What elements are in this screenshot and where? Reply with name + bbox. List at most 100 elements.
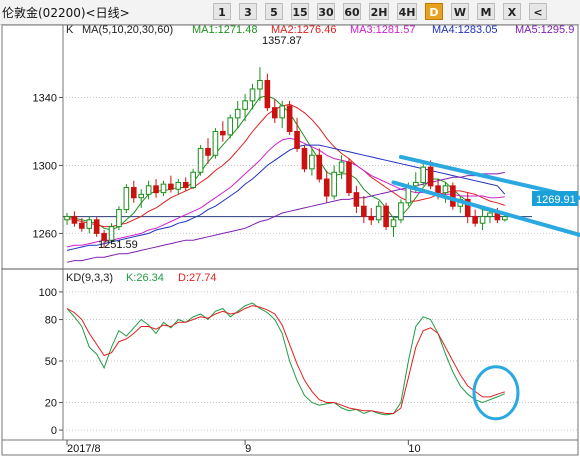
candle-body bbox=[130, 187, 137, 199]
candle-29 bbox=[279, 100, 286, 129]
candle-43 bbox=[383, 202, 389, 231]
candle-body bbox=[450, 185, 456, 207]
kd-params: KD(9,3,3) bbox=[66, 272, 113, 284]
candle-16 bbox=[182, 177, 189, 191]
kd-d-value: D:27.74 bbox=[178, 272, 217, 284]
price-tag: 1269.91 bbox=[532, 191, 578, 206]
main-y-label-2: 1340 bbox=[33, 92, 57, 104]
candle-45 bbox=[398, 199, 404, 224]
price-tag-box bbox=[532, 191, 578, 206]
candle-body bbox=[309, 154, 315, 170]
candle-27 bbox=[264, 73, 271, 112]
candle-body bbox=[227, 117, 234, 136]
kd-y-label-0: 0 bbox=[51, 425, 57, 437]
candle-body bbox=[116, 209, 122, 228]
period-button-12[interactable]: < bbox=[529, 3, 547, 20]
candle-41 bbox=[368, 207, 375, 225]
period-button-4[interactable]: 30 bbox=[317, 3, 335, 20]
candle-body bbox=[479, 215, 486, 224]
candle-body bbox=[175, 181, 182, 190]
candle-body bbox=[435, 185, 441, 194]
candle-body bbox=[353, 192, 360, 207]
candle-36 bbox=[331, 165, 337, 200]
candle-body bbox=[220, 130, 226, 136]
candle-9 bbox=[130, 180, 137, 203]
candle-18 bbox=[197, 145, 204, 176]
period-button-2[interactable]: 5 bbox=[265, 3, 283, 20]
candle-body bbox=[86, 219, 93, 229]
candle-body bbox=[464, 198, 471, 217]
price-tag-value: 1269.91 bbox=[536, 194, 576, 206]
period-button-8[interactable]: D bbox=[425, 3, 443, 20]
candle-body bbox=[190, 171, 196, 189]
candle-body bbox=[205, 147, 211, 156]
candle-24 bbox=[242, 94, 248, 122]
x-label-2: 10 bbox=[408, 443, 420, 455]
high-price-label: 1357.87 bbox=[262, 35, 302, 47]
period-button-1[interactable]: 3 bbox=[239, 3, 257, 20]
candle-body bbox=[279, 105, 286, 119]
kd-header: KD(9,3,3) K:26.34 D:27.74 bbox=[66, 272, 217, 284]
candle-body bbox=[108, 226, 115, 241]
candle-34 bbox=[316, 148, 323, 183]
candle-body bbox=[271, 107, 278, 119]
candle-6 bbox=[108, 223, 115, 244]
candle-40 bbox=[361, 196, 367, 224]
candle-body bbox=[123, 187, 130, 211]
kd-highlight-circle bbox=[472, 365, 520, 421]
kd-y-label-3: 80 bbox=[45, 315, 57, 327]
candle-17 bbox=[190, 168, 196, 190]
candle-20 bbox=[212, 128, 219, 159]
candle-15 bbox=[175, 179, 182, 195]
kd-k-value: K:26.34 bbox=[126, 272, 164, 284]
candle-body bbox=[101, 232, 107, 241]
candle-body bbox=[257, 79, 263, 90]
outer-frame bbox=[1, 24, 579, 456]
candle-body bbox=[197, 147, 204, 173]
candle-1 bbox=[71, 211, 78, 227]
candle-body bbox=[390, 219, 397, 228]
candle-body bbox=[472, 215, 478, 224]
channel-lower-line bbox=[391, 180, 580, 238]
candle-body bbox=[361, 205, 367, 217]
candle-body bbox=[242, 100, 248, 110]
period-button-6[interactable]: 2H bbox=[369, 3, 389, 20]
candle-22 bbox=[227, 114, 234, 139]
kd-lines bbox=[66, 302, 505, 416]
candle-52 bbox=[450, 182, 456, 210]
candle-42 bbox=[375, 201, 382, 224]
ma3-value: MA3:1281.57 bbox=[350, 24, 415, 36]
candle-2 bbox=[79, 218, 85, 232]
ma-params: MA(5,10,20,30,60) bbox=[82, 24, 173, 36]
x-label-1: 9 bbox=[245, 443, 251, 455]
candle-body bbox=[331, 171, 337, 197]
period-button-7[interactable]: 4H bbox=[397, 3, 417, 20]
candle-51 bbox=[442, 182, 449, 203]
kd-line-k bbox=[66, 302, 505, 416]
candle-body bbox=[338, 161, 345, 173]
moving-average-lines bbox=[66, 95, 506, 263]
candle-7 bbox=[116, 206, 122, 231]
period-button-0[interactable]: 1 bbox=[213, 3, 231, 20]
period-button-11[interactable]: X bbox=[503, 3, 521, 20]
period-button-3[interactable]: 15 bbox=[291, 3, 309, 20]
period-button-10[interactable]: M bbox=[477, 3, 495, 20]
candle-body bbox=[153, 185, 159, 194]
candle-54 bbox=[464, 192, 471, 224]
ma-line-ma1 bbox=[66, 95, 505, 231]
chart-canvas: 1260 1300 1340 0 20 50 80 100 2017/8 9 10 K MA(5,1… bbox=[1, 24, 580, 456]
ma-header: K MA(5,10,20,30,60) MA1:1271.48 MA2:1276… bbox=[66, 24, 574, 36]
candle-32 bbox=[301, 145, 308, 173]
candle-body bbox=[294, 130, 300, 149]
candle-19 bbox=[205, 138, 211, 164]
candle-28 bbox=[271, 99, 278, 123]
candle-26 bbox=[257, 67, 263, 101]
candle-body bbox=[182, 181, 189, 189]
candle-body bbox=[502, 216, 508, 221]
period-button-9[interactable]: W bbox=[451, 3, 469, 20]
kd-line-d bbox=[66, 305, 505, 414]
candlesticks bbox=[64, 67, 508, 248]
candle-body bbox=[487, 212, 493, 217]
period-button-5[interactable]: 60 bbox=[343, 3, 361, 20]
candle-body bbox=[301, 147, 308, 170]
